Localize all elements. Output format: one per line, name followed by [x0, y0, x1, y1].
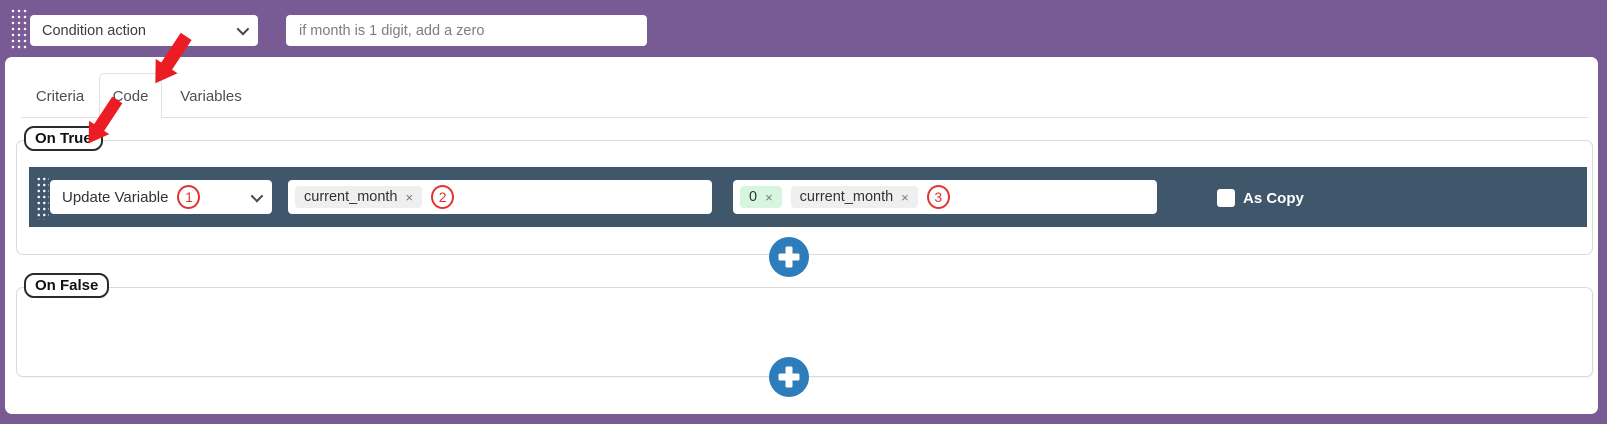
value-field[interactable]: 0 × current_month × 3 — [733, 180, 1157, 214]
as-copy-control: As Copy — [1217, 189, 1304, 207]
remove-tag-icon[interactable]: × — [901, 189, 909, 205]
as-copy-label: As Copy — [1243, 189, 1304, 207]
as-copy-checkbox[interactable] — [1217, 189, 1235, 207]
tab-code-label: Code — [112, 87, 149, 105]
add-step-on-true-button[interactable] — [769, 237, 809, 277]
annotation-circle-2: 2 — [431, 185, 455, 209]
remove-tag-icon[interactable]: × — [405, 189, 414, 205]
tab-bar-divider — [21, 117, 1588, 118]
action-description-input[interactable] — [286, 15, 647, 46]
tag-text: 0 — [749, 189, 758, 205]
annotation-circle-3: 3 — [926, 185, 950, 209]
remove-tag-icon[interactable]: × — [765, 189, 773, 205]
add-icon — [769, 357, 809, 397]
on-true-badge: On True — [24, 126, 103, 151]
add-icon — [769, 237, 809, 277]
drag-handle[interactable] — [10, 8, 27, 51]
drag-handle[interactable] — [36, 176, 49, 220]
step-action-select[interactable]: Update Variable 1 — [50, 180, 272, 214]
update-variable-step-row: Update Variable 1 current_month × 2 0 × … — [29, 167, 1587, 227]
on-false-badge: On False — [24, 273, 110, 298]
tab-code[interactable]: Code — [99, 73, 162, 118]
tab-variables-label: Variables — [180, 88, 242, 105]
step-action-value: Update Variable — [62, 188, 169, 206]
chevron-down-icon — [250, 189, 264, 202]
annotation-circle-1: 1 — [177, 185, 201, 209]
tag-text: current_month — [304, 189, 398, 205]
action-type-value: Condition action — [42, 22, 146, 39]
value-tag: 0 × — [740, 186, 782, 208]
target-variable-field[interactable]: current_month × 2 — [288, 180, 712, 214]
tab-variables[interactable]: Variables — [162, 75, 260, 118]
chevron-down-icon — [236, 22, 250, 36]
tab-criteria-label: Criteria — [35, 88, 85, 105]
variable-tag: current_month × — [790, 186, 918, 208]
tag-text: current_month — [799, 189, 894, 205]
variable-tag: current_month × — [295, 186, 423, 208]
tab-criteria[interactable]: Criteria — [21, 75, 99, 118]
add-step-on-false-button[interactable] — [769, 357, 809, 397]
action-type-select[interactable]: Condition action — [30, 15, 258, 46]
